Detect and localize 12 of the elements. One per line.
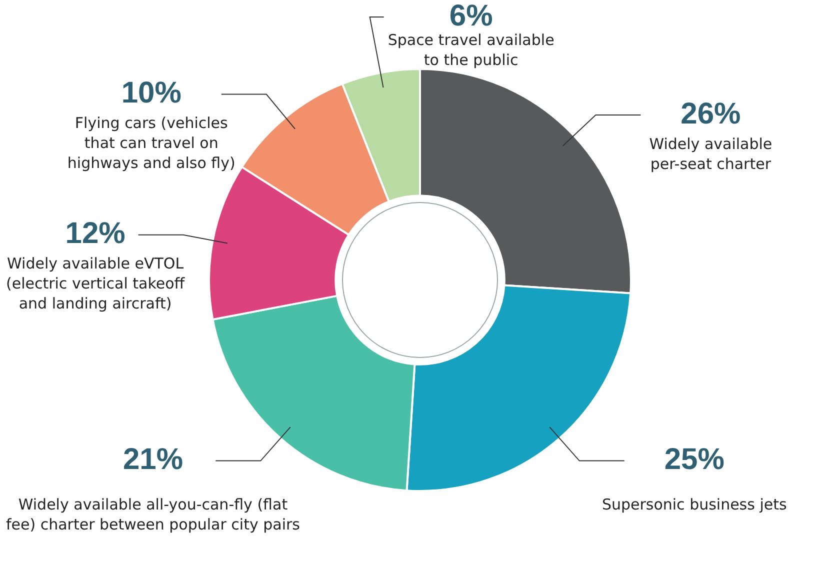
data-label: 10%	[121, 76, 182, 110]
slice-label: Flying cars (vehicles that can travel on highways and also fly)	[67, 114, 236, 172]
data-label: 6%	[449, 0, 493, 32]
data-label: 12%	[65, 217, 126, 250]
slice-label: Supersonic business jets	[602, 496, 787, 514]
slice-label: Widely available eVTOL (electric vertical takeoff and landing aircraft)	[6, 254, 186, 313]
slice-label: Space travel available to the public	[388, 30, 554, 69]
data-label: 21%	[122, 443, 184, 476]
slice-label: Widely available all-you-can-fly (flat fee) charter between popular city pairs	[6, 496, 300, 534]
slice-label: Widely available per-seat charter	[649, 134, 772, 173]
data-label: 26%	[680, 97, 741, 130]
data-label: 25%	[664, 443, 724, 476]
